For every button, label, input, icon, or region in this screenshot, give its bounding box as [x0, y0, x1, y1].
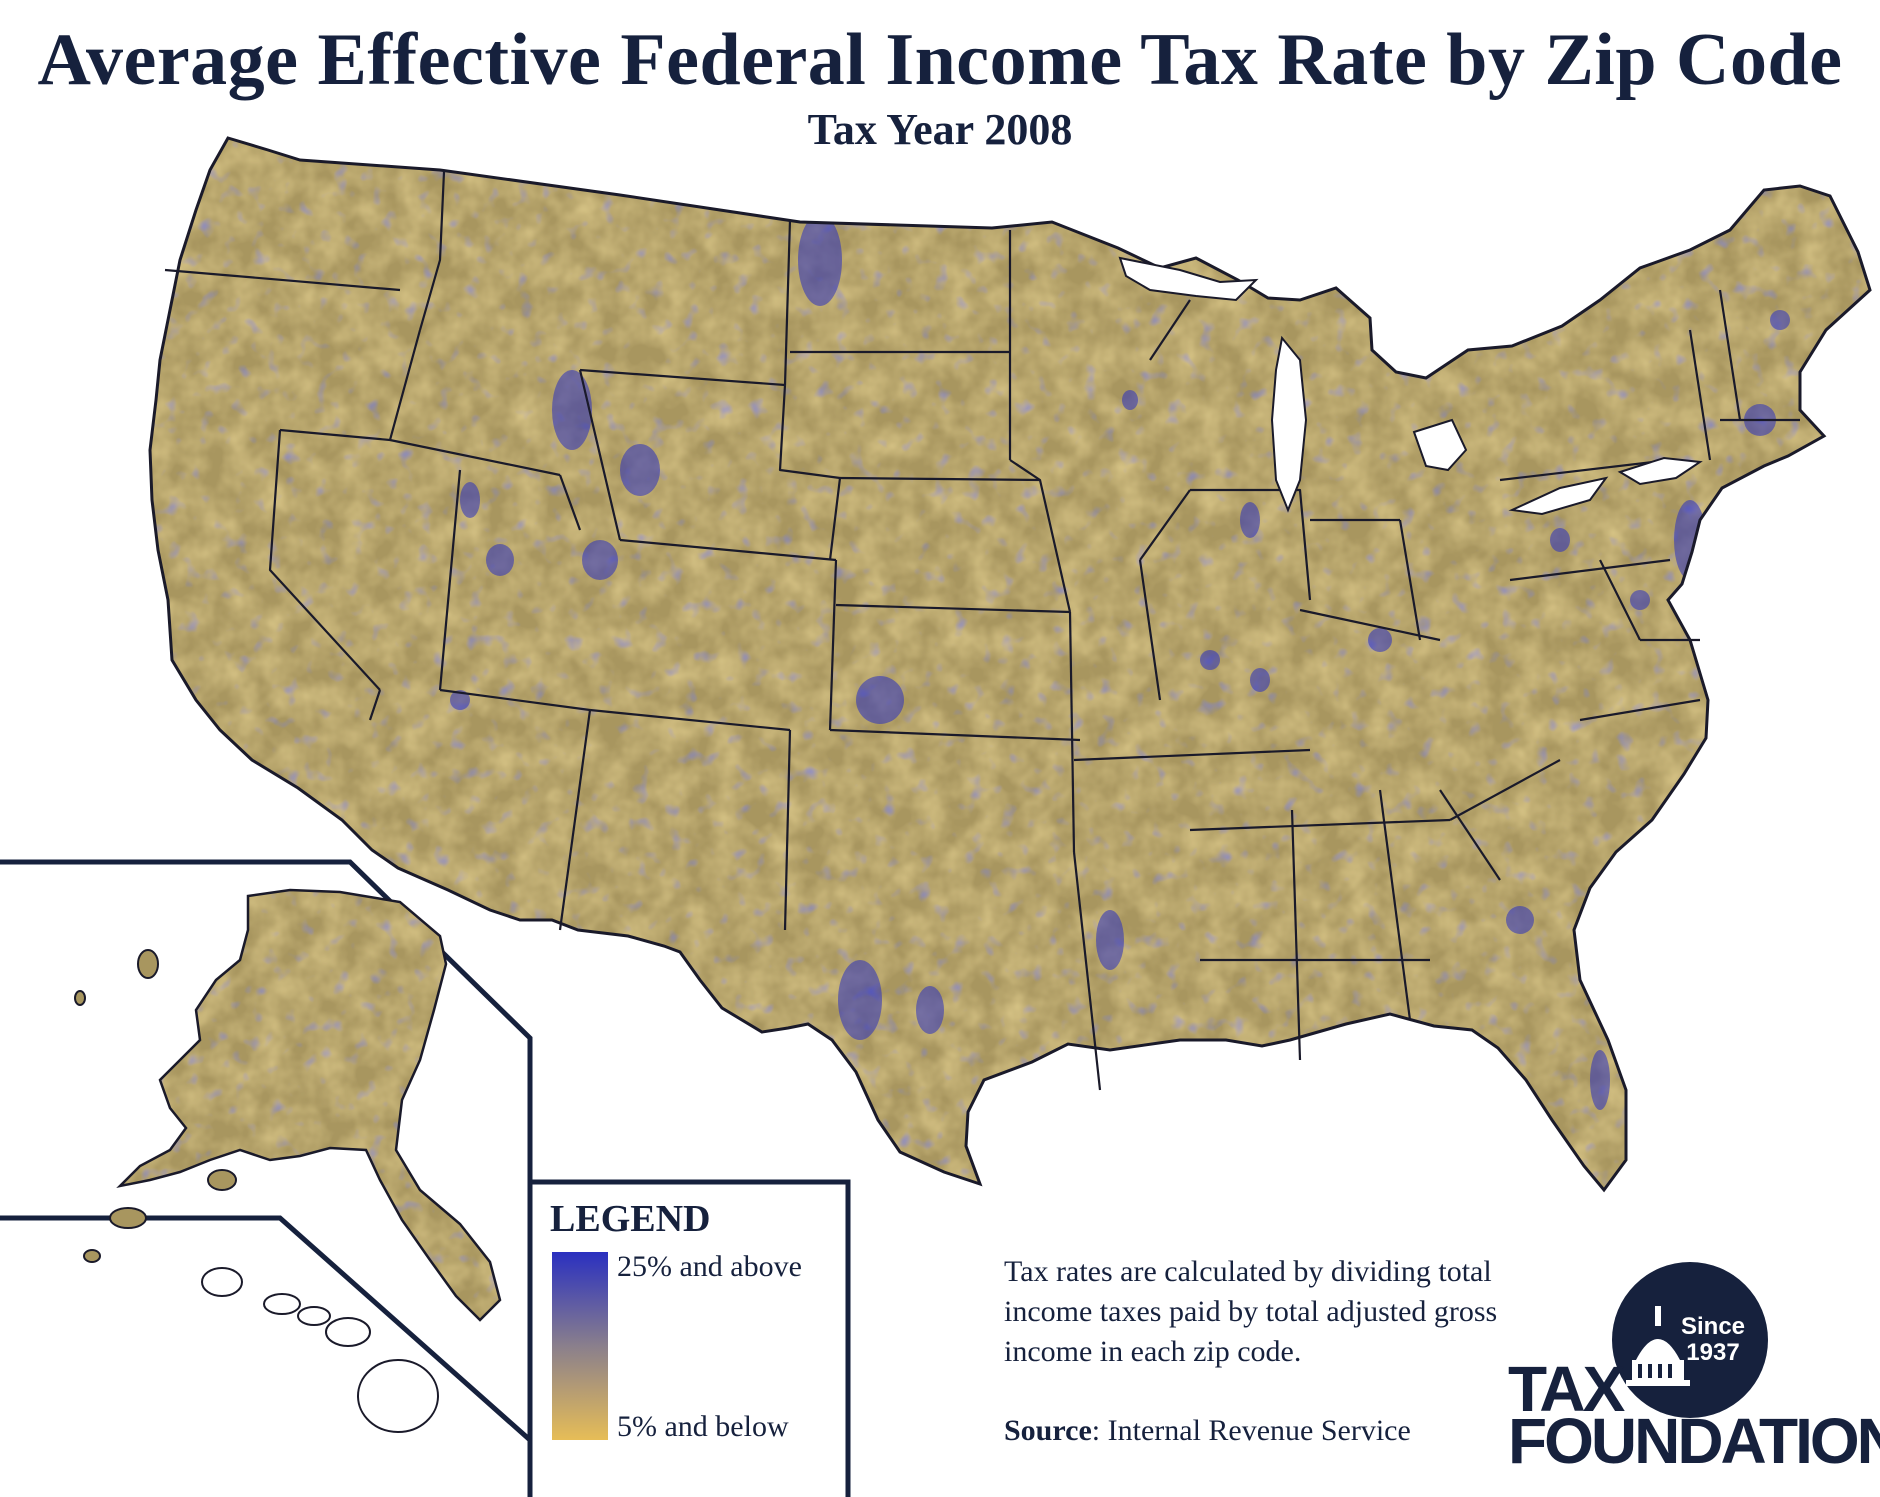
map-title: Average Effective Federal Income Tax Rat… [37, 19, 1843, 101]
logo-word-foundation: FOUNDATION [1508, 1405, 1880, 1477]
source-label: Source [1004, 1414, 1092, 1447]
hawaii-inset [201, 1267, 439, 1433]
logo-word-tax: TAX [1508, 1353, 1625, 1425]
legend-high-label: 25% and above [617, 1250, 802, 1283]
legend-color-ramp [552, 1252, 608, 1440]
legend-low-label: 5% and below [617, 1410, 789, 1443]
legend-title: LEGEND [550, 1198, 711, 1240]
logo-since-text: Since 1937 [1668, 1314, 1758, 1366]
tax-foundation-seal [1612, 1262, 1768, 1418]
great-lakes [1118, 256, 1703, 516]
source-value: : Internal Revenue Service [1091, 1414, 1411, 1447]
methodology-note: Tax rates are calculated by dividing tot… [1004, 1255, 1498, 1368]
alaska-inset [74, 888, 502, 1322]
source-credit: Source: Internal Revenue Service [1004, 1414, 1411, 1448]
map-subtitle: Tax Year 2008 [807, 105, 1073, 154]
logo-since-line1: Since [1680, 1313, 1746, 1340]
logo-since-line2: 1937 [1686, 1339, 1740, 1366]
